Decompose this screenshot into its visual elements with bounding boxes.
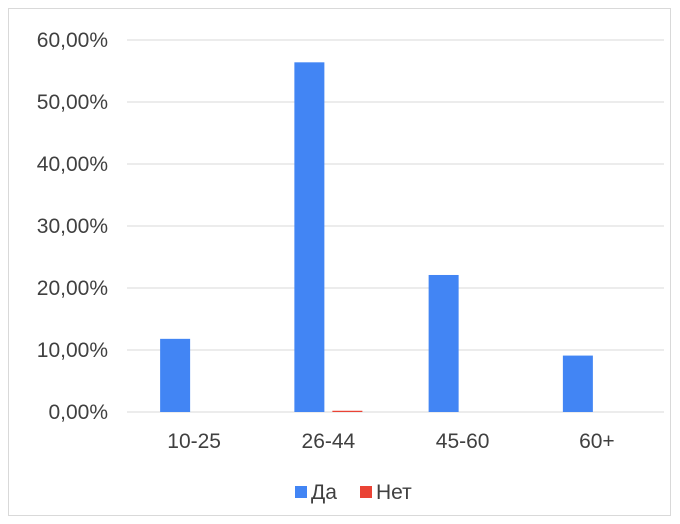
y-tick-label: 30,00%	[37, 215, 108, 238]
x-tick-label: 45-60	[436, 430, 490, 453]
bar-da-10-25	[160, 338, 191, 412]
y-axis-ticks: 0,00% 10,00% 20,00% 30,00% 40,00% 50,00% 60,00…	[37, 29, 108, 424]
x-axis-ticks: 10-25 26-44 45-60 60+	[167, 430, 614, 453]
y-tick-label: 10,00%	[37, 339, 108, 362]
bars	[160, 62, 593, 412]
y-tick-label: 0,00%	[48, 401, 108, 424]
x-tick-label: 60+	[579, 430, 615, 453]
legend-label-net: Нет	[376, 481, 412, 504]
x-tick-label: 26-44	[302, 430, 356, 453]
y-tick-label: 60,00%	[37, 29, 108, 52]
bar-da-26-44	[294, 62, 325, 412]
x-tick-label: 10-25	[167, 430, 221, 453]
legend-swatch-da	[295, 486, 307, 498]
y-tick-label: 50,00%	[37, 91, 108, 114]
legend: Да Нет	[295, 481, 412, 504]
bar-net-26-44	[332, 410, 363, 412]
y-tick-label: 20,00%	[37, 277, 108, 300]
y-tick-label: 40,00%	[37, 153, 108, 176]
bar-da-45-60	[428, 274, 459, 412]
legend-swatch-net	[360, 486, 372, 498]
chart-frame	[8, 8, 671, 516]
legend-label-da: Да	[311, 481, 337, 504]
bar-da-60+	[562, 355, 593, 412]
